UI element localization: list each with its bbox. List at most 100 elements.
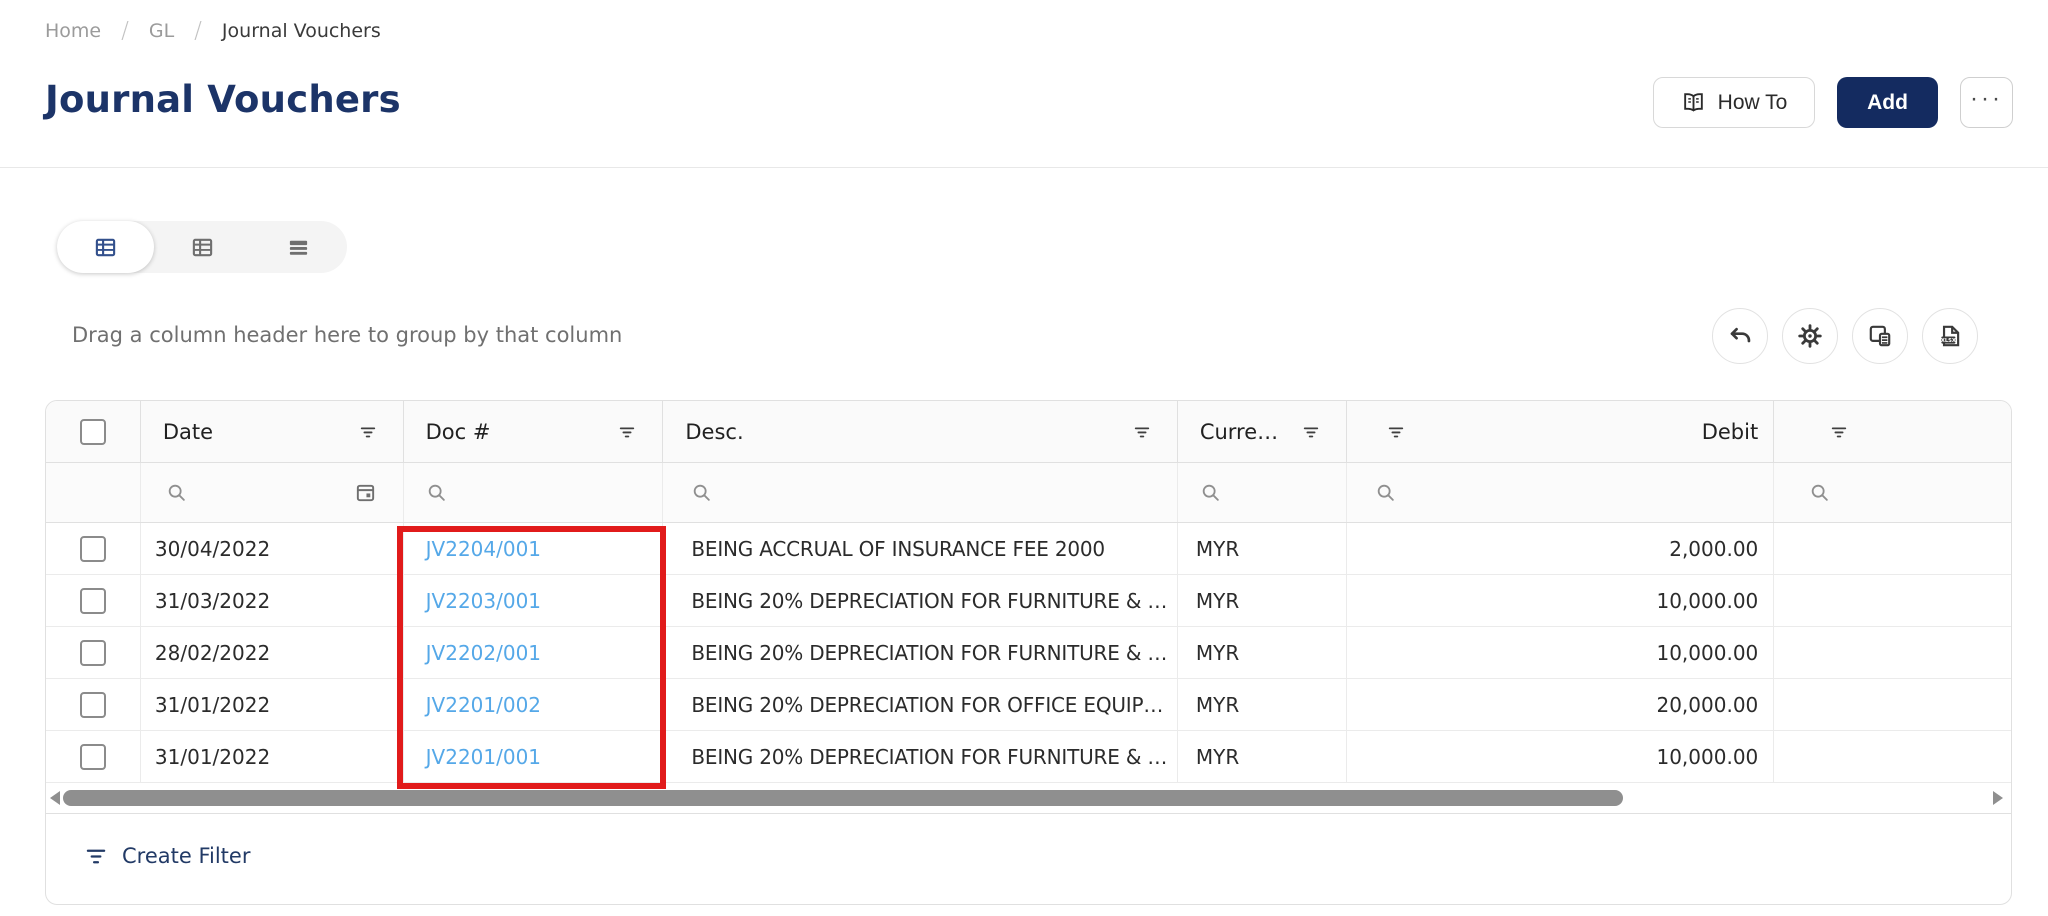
view-tab-list[interactable]: [250, 221, 347, 273]
rows-list-icon: [287, 236, 310, 259]
doc-link[interactable]: JV2201/001: [425, 744, 542, 769]
scrollbar-thumb[interactable]: [63, 790, 1623, 806]
view-switcher: [57, 221, 347, 273]
cell-desc: BEING 20% DEPRECIATION FOR FURNITURE & …: [663, 731, 1178, 782]
filter-cell-credit[interactable]: [1774, 463, 2011, 522]
page-title: Journal Vouchers: [45, 78, 401, 121]
breadcrumb-gl[interactable]: GL: [148, 20, 175, 42]
cell-desc: BEING ACCRUAL OF INSURANCE FEE 2000: [663, 523, 1178, 574]
undo-button[interactable]: [1712, 308, 1768, 364]
header-filter-icon[interactable]: [1387, 423, 1405, 441]
table-row: 31/01/2022 JV2201/002 BEING 20% DEPRECIA…: [46, 679, 2011, 731]
filter-cell-desc[interactable]: [663, 463, 1178, 522]
cell-debit: 2,000.00: [1347, 523, 1775, 574]
header-select-all-cell: [46, 401, 141, 462]
column-chooser-button[interactable]: [1852, 308, 1908, 364]
cell-credit: [1774, 523, 2011, 574]
cell-date: 31/03/2022: [141, 575, 404, 626]
view-tab-grid-selected[interactable]: [57, 221, 154, 273]
search-icon: [691, 482, 713, 504]
header-filter-icon[interactable]: [618, 423, 636, 441]
row-checkbox[interactable]: [79, 639, 106, 666]
add-button[interactable]: Add: [1837, 77, 1938, 128]
doc-link[interactable]: JV2202/001: [425, 640, 542, 665]
cell-credit: [1774, 731, 2011, 782]
create-filter-button[interactable]: Create Filter: [86, 844, 250, 868]
cell-desc: BEING 20% DEPRECIATION FOR OFFICE EQUIP…: [663, 679, 1178, 730]
breadcrumb-home[interactable]: Home: [45, 20, 102, 42]
row-checkbox[interactable]: [79, 691, 106, 718]
header-desc[interactable]: Desc.: [663, 401, 1178, 462]
row-checkbox[interactable]: [79, 535, 106, 562]
header-filter-icon[interactable]: [1830, 423, 1848, 441]
header-credit-partial[interactable]: [1774, 401, 2011, 462]
table-grid-icon: [191, 236, 214, 259]
cell-debit: 10,000.00: [1347, 627, 1775, 678]
cell-currency: MYR: [1178, 575, 1347, 626]
cell-desc: BEING 20% DEPRECIATION FOR FURNITURE & …: [663, 627, 1178, 678]
calendar-icon[interactable]: [354, 481, 377, 504]
header-date[interactable]: Date: [141, 401, 404, 462]
export-xlsx-button[interactable]: [1922, 308, 1978, 364]
filter-cell-debit[interactable]: [1347, 463, 1775, 522]
header-filter-icon[interactable]: [1133, 423, 1151, 441]
cell-credit: [1774, 575, 2011, 626]
header-filter-icon[interactable]: [1302, 423, 1320, 441]
export-xlsx-icon: [1937, 323, 1963, 349]
search-icon: [426, 482, 448, 504]
filter-panel: Create Filter: [46, 813, 2011, 904]
cell-currency: MYR: [1178, 679, 1347, 730]
cell-desc: BEING 20% DEPRECIATION FOR FURNITURE & …: [663, 575, 1178, 626]
filter-cell-empty: [46, 463, 141, 522]
cell-debit: 10,000.00: [1347, 731, 1775, 782]
how-to-button[interactable]: How To: [1653, 77, 1815, 128]
filter-icon: [86, 846, 107, 867]
search-icon: [1200, 482, 1222, 504]
filter-cell-currency[interactable]: [1178, 463, 1347, 522]
scroll-right-arrow[interactable]: [1993, 791, 2003, 805]
view-tab-grid-alt[interactable]: [154, 221, 251, 273]
cell-date: 30/04/2022: [141, 523, 404, 574]
horizontal-scrollbar: [46, 783, 2011, 813]
header-debit[interactable]: Debit: [1347, 401, 1775, 462]
table-row: 31/03/2022 JV2203/001 BEING 20% DEPRECIA…: [46, 575, 2011, 627]
cell-date: 31/01/2022: [141, 679, 404, 730]
breadcrumb: Home / GL / Journal Vouchers: [45, 18, 381, 44]
search-icon: [1809, 482, 1831, 504]
more-options-button[interactable]: ···: [1960, 77, 2013, 128]
breadcrumb-separator: /: [194, 18, 202, 44]
settings-button[interactable]: [1782, 308, 1838, 364]
cell-date: 31/01/2022: [141, 731, 404, 782]
cell-currency: MYR: [1178, 627, 1347, 678]
doc-link[interactable]: JV2203/001: [425, 588, 542, 613]
grid-toolbar: [1712, 308, 1978, 364]
row-checkbox[interactable]: [79, 587, 106, 614]
table-row: 31/01/2022 JV2201/001 BEING 20% DEPRECIA…: [46, 731, 2011, 783]
select-all-checkbox[interactable]: [79, 418, 106, 445]
doc-link[interactable]: JV2204/001: [425, 536, 542, 561]
cell-credit: [1774, 627, 2011, 678]
breadcrumb-current: Journal Vouchers: [221, 20, 381, 42]
cell-date: 28/02/2022: [141, 627, 404, 678]
filter-cell-date[interactable]: [141, 463, 404, 522]
book-icon: [1681, 90, 1706, 115]
cell-currency: MYR: [1178, 731, 1347, 782]
filter-cell-doc[interactable]: [404, 463, 664, 522]
journal-vouchers-grid: Date Doc # Desc. Curre… Debit: [45, 400, 2012, 905]
search-icon: [1375, 482, 1397, 504]
header-doc[interactable]: Doc #: [404, 401, 664, 462]
header-currency[interactable]: Curre…: [1178, 401, 1347, 462]
cell-debit: 10,000.00: [1347, 575, 1775, 626]
table-grid-icon: [94, 236, 117, 259]
header-divider: [0, 167, 2048, 168]
scroll-left-arrow[interactable]: [50, 791, 60, 805]
how-to-label: How To: [1717, 90, 1788, 114]
row-checkbox[interactable]: [79, 743, 106, 770]
header-filter-icon[interactable]: [359, 423, 377, 441]
table-row: 28/02/2022 JV2202/001 BEING 20% DEPRECIA…: [46, 627, 2011, 679]
cell-currency: MYR: [1178, 523, 1347, 574]
doc-link[interactable]: JV2201/002: [425, 692, 542, 717]
cell-debit: 20,000.00: [1347, 679, 1775, 730]
cell-credit: [1774, 679, 2011, 730]
